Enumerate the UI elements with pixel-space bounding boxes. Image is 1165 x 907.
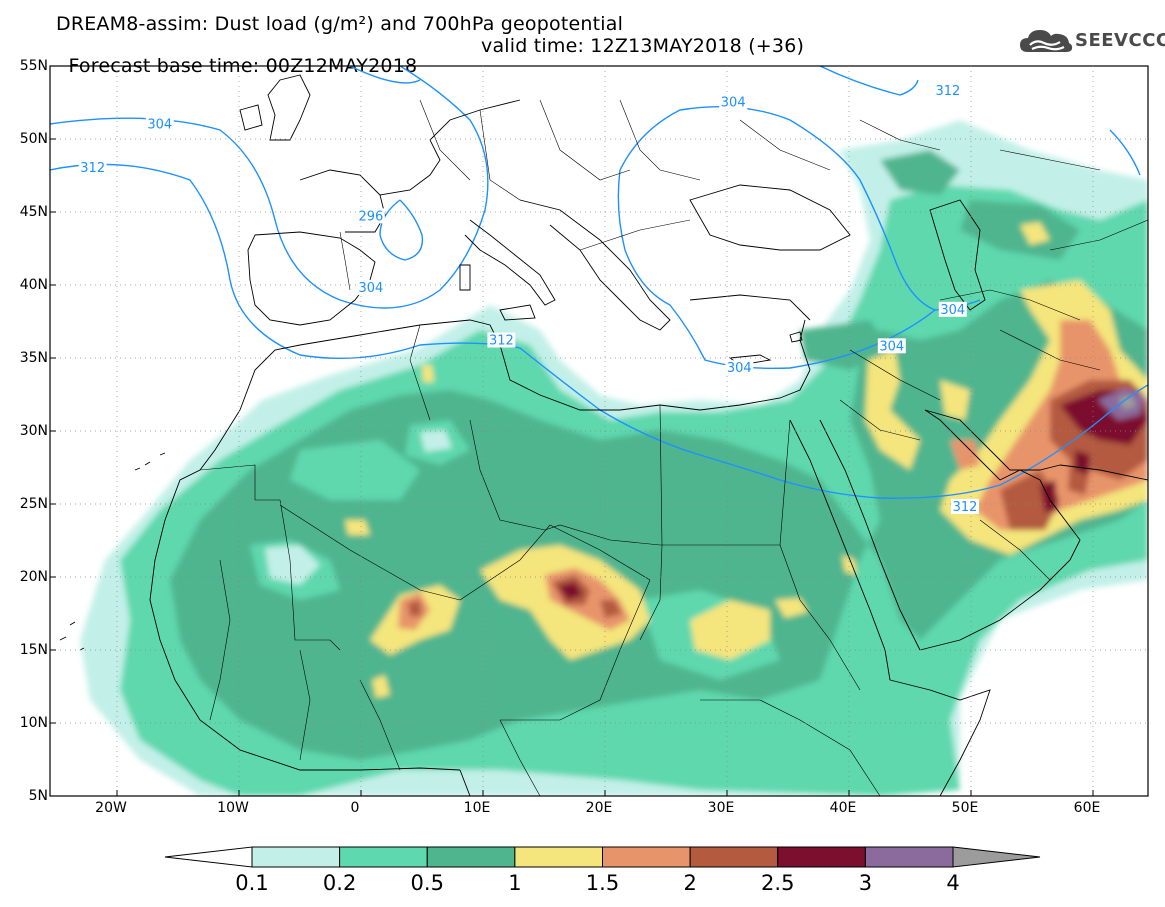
seevccc-logo: SEEVCCC	[1018, 26, 1165, 56]
svg-text:304: 304	[147, 117, 172, 132]
lat-label: 35N	[19, 350, 48, 366]
lon-label: 40E	[829, 800, 857, 816]
colorbar-label: 2.5	[761, 871, 795, 895]
lat-label: 30N	[19, 423, 48, 439]
colorbar-swatch	[689, 846, 779, 868]
contour-label: 312	[933, 82, 962, 99]
lon-label: 10W	[217, 800, 249, 816]
svg-text:304: 304	[358, 281, 383, 296]
contour-label: 304	[145, 116, 174, 132]
map-title: DREAM8-assim: Dust load (g/m²) and 700hP…	[56, 13, 624, 35]
lon-label: 30E	[707, 800, 735, 816]
valid-time: valid time: 12Z13MAY2018 (+36)	[481, 35, 805, 57]
colorbar-swatch	[339, 846, 428, 868]
lon-label: 20E	[585, 800, 613, 816]
colorbar-low-arrow	[164, 846, 253, 868]
svg-text:312: 312	[936, 84, 961, 99]
contour-label: 304	[938, 301, 967, 318]
dust-field	[80, 120, 1148, 796]
svg-text:304: 304	[721, 96, 746, 111]
country-borders	[199, 99, 1148, 796]
colorbar-swatch	[602, 846, 691, 868]
svg-text:312: 312	[953, 500, 978, 515]
colorbar-label: 3	[858, 871, 873, 895]
contour-label: 304	[877, 338, 906, 354]
contour-label: 304	[356, 279, 385, 296]
colorbar-swatch	[777, 846, 866, 868]
lat-label: 15N	[19, 642, 48, 658]
cloud-icon	[1020, 30, 1073, 52]
contour-label: 304	[725, 360, 754, 376]
colorbar-swatch	[864, 846, 954, 868]
lat-label: 40N	[19, 277, 48, 293]
svg-text:304: 304	[727, 361, 752, 376]
lon-label: 50E	[951, 800, 979, 816]
colorbar-swatch	[514, 846, 603, 868]
contour-label: 304	[719, 94, 748, 111]
colorbar-label: 0.1	[235, 871, 269, 895]
contour-label: 312	[951, 498, 979, 515]
lat-label: 25N	[19, 496, 48, 512]
svg-text:312: 312	[80, 161, 105, 176]
contour-label: 296	[356, 208, 385, 224]
coastlines	[59, 74, 1148, 796]
colorbar-label: 0.2	[322, 871, 357, 895]
colorbar-swatch	[426, 846, 516, 868]
svg-text:304: 304	[879, 339, 904, 354]
lon-label: 20W	[95, 800, 127, 816]
svg-text:296: 296	[358, 209, 383, 224]
svg-text:304: 304	[940, 303, 965, 318]
geopotential-contours	[50, 66, 1148, 499]
lon-label: 60E	[1073, 800, 1101, 816]
lat-label: 45N	[19, 204, 48, 220]
colorbar-label: 0.5	[410, 871, 444, 895]
colorbar	[164, 846, 1041, 868]
lat-label: 55N	[19, 58, 48, 74]
contour-label: 312	[487, 332, 516, 348]
colorbar-label: 1	[508, 871, 522, 895]
lon-label: 10E	[463, 800, 491, 816]
colorbar-label: 4	[946, 871, 960, 895]
svg-text:312: 312	[489, 333, 514, 348]
lat-label: 20N	[19, 569, 48, 585]
contour-label: 312	[78, 160, 107, 176]
lon-label: 0	[350, 800, 360, 816]
logo-text: SEEVCCC	[1075, 30, 1165, 51]
colorbar-high-arrow	[952, 846, 1041, 868]
lat-label: 10N	[19, 715, 48, 731]
colorbar-swatch	[251, 846, 341, 868]
colorbar-label: 1.5	[585, 871, 620, 895]
lat-label: 50N	[19, 131, 48, 147]
colorbar-label: 2	[683, 871, 697, 895]
lat-label: 5N	[28, 788, 48, 804]
graticule	[50, 66, 1148, 796]
contour-labels: 304 312 296 304 312 304 312 304 304 304 312	[78, 82, 979, 515]
